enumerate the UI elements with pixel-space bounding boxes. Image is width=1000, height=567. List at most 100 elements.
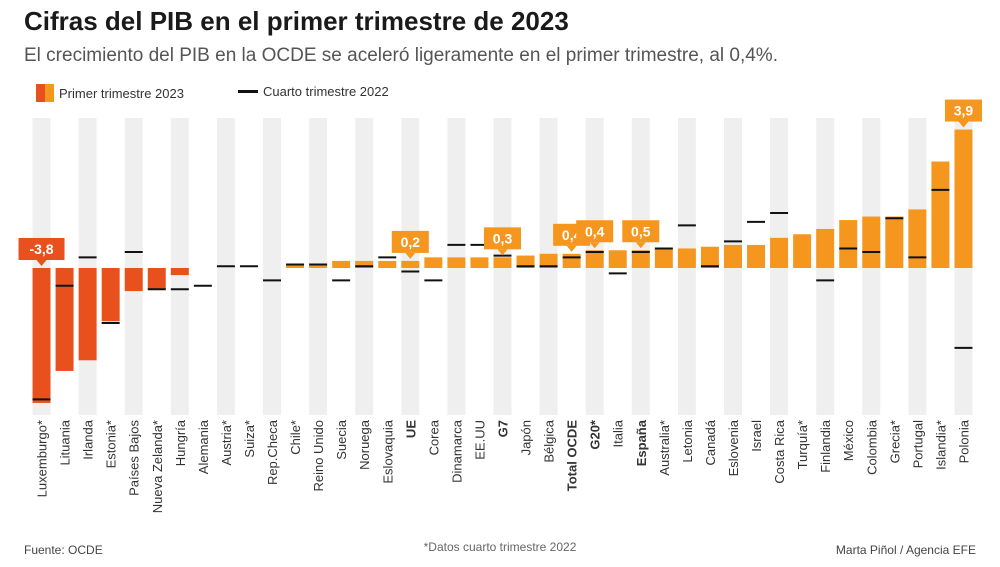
bar-australia xyxy=(654,248,673,268)
category-label-finlandia: Finlandia xyxy=(818,419,833,473)
callout-box-ue xyxy=(391,230,429,253)
bar-canada xyxy=(700,246,719,268)
callout-pointer-ue xyxy=(405,252,416,259)
bar-grecia xyxy=(885,216,904,268)
callout-box-polonia xyxy=(944,99,982,122)
category-label-hungria: Hungría xyxy=(173,419,188,466)
bar-mexico xyxy=(839,220,858,268)
legend-item-q4-2022: Cuarto trimestre 2022 xyxy=(238,84,389,99)
callout-box-luxemburgo xyxy=(18,238,65,260)
legend-item-q1-2023: Primer trimestre 2023 xyxy=(36,84,184,102)
value-callouts: -3,8 0,2 0,3 0,4 0,4 0,53,9 xyxy=(18,99,982,266)
category-label-islandia: Islandia* xyxy=(933,420,948,470)
chart-subtitle: El crecimiento del PIB en la OCDE se ace… xyxy=(24,45,778,66)
callout-pointer-g20 xyxy=(589,242,600,249)
category-label-belgica: Bélgica xyxy=(542,419,557,462)
callout-pointer-total-ocde xyxy=(566,245,577,252)
category-label-austria: Austria* xyxy=(219,420,234,466)
source-note: Fuente: OCDE xyxy=(24,543,103,557)
category-label-espana: España xyxy=(634,419,649,466)
legend-swatch-bar xyxy=(36,84,54,102)
category-label-colombia: Colombia xyxy=(864,419,879,475)
category-label-letonia: Letonia xyxy=(680,419,695,462)
category-label-costa-rica: Costa Rica xyxy=(772,419,787,483)
category-label-portugal: Portugal xyxy=(910,420,925,469)
category-label-noruega: Noruega xyxy=(357,419,372,470)
category-label-mexico: México xyxy=(841,420,856,461)
callout-label-g20: 0,4 xyxy=(585,223,605,239)
bar-g7 xyxy=(493,257,512,268)
category-label-nueva-zelanda: Nueva Zelanda* xyxy=(150,420,165,513)
chart-title: Cifras del PIB en el primer trimestre de… xyxy=(24,6,569,36)
bar-g20 xyxy=(585,250,604,268)
category-label-ee-uu: EE.UU xyxy=(472,420,487,460)
bar-belgica xyxy=(539,253,558,268)
bar-islandia xyxy=(931,161,950,268)
credit-note: Marta Piñol / Agencia EFE xyxy=(835,543,976,557)
bar-costa-rica xyxy=(770,237,789,268)
callout-box-g7 xyxy=(484,227,521,250)
callout-pointer-espana xyxy=(635,242,646,249)
category-label-g7: G7 xyxy=(496,420,511,437)
callout-box-g20 xyxy=(576,220,614,243)
callout-pointer-g7 xyxy=(497,249,508,256)
bar-suecia xyxy=(332,260,351,268)
category-label-g20: G20* xyxy=(588,419,603,450)
bar-chile xyxy=(286,264,305,268)
callout-label-polonia: 3,9 xyxy=(954,103,974,119)
bar-espana xyxy=(631,250,650,268)
category-label-paises-bajos: Países Bajos xyxy=(127,420,142,496)
category-label-eslovenia: Eslovenia xyxy=(726,419,741,476)
bar-nueva-zelanda xyxy=(147,268,166,290)
bar-paises-bajos xyxy=(124,268,143,292)
legend-label-q1: Primer trimestre 2023 xyxy=(59,85,184,101)
category-label-eslovaquia: Eslovaquia xyxy=(380,419,395,483)
legend-label-q4: Cuarto trimestre 2022 xyxy=(263,84,389,99)
bar-eslovaquia xyxy=(378,260,397,268)
category-label-chile: Chile* xyxy=(288,420,303,455)
bar-ue xyxy=(401,260,420,268)
bar-dinamarca xyxy=(447,257,466,268)
bar-italia xyxy=(608,250,627,268)
callout-label-ue: 0,2 xyxy=(401,234,421,250)
category-label-grecia: Grecia* xyxy=(887,420,902,463)
bar-luxemburgo xyxy=(32,268,51,403)
bar-total-ocde xyxy=(562,253,581,268)
category-label-rep-checa: Rep.Checa xyxy=(265,419,280,485)
callout-pointer-polonia xyxy=(958,121,969,128)
bar-noruega xyxy=(355,260,374,268)
category-label-dinamarca: Dinamarca xyxy=(449,419,464,483)
category-label-irlanda: Irlanda xyxy=(81,419,96,460)
callout-label-luxemburgo: -3,8 xyxy=(29,241,53,257)
markers-q4-2022 xyxy=(32,188,973,401)
category-label-alemania: Alemania xyxy=(196,419,211,474)
category-label-japon: Japón xyxy=(519,420,534,455)
bar-letonia xyxy=(677,248,696,268)
category-label-polonia: Polonia xyxy=(956,419,971,463)
bar-reino-unido xyxy=(309,264,328,268)
column-bg-irlanda xyxy=(78,118,97,415)
footnote: *Datos cuarto trimestre 2022 xyxy=(423,540,577,554)
bar-polonia xyxy=(954,129,973,268)
bar-hungria xyxy=(170,268,189,276)
bar-irlanda xyxy=(78,268,97,361)
category-label-israel: Israel xyxy=(749,420,764,452)
column-bg-rep-checa xyxy=(263,118,282,415)
category-label-australia: Australia* xyxy=(657,420,672,476)
category-label-suecia: Suecia xyxy=(334,419,349,460)
callout-label-g7: 0,3 xyxy=(493,230,513,246)
bars-q1-2023 xyxy=(32,129,973,403)
bar-finlandia xyxy=(816,228,835,268)
bar-corea xyxy=(424,257,443,268)
category-labels: Luxemburgo* Lituania Irlanda Estonia* Países… xyxy=(35,419,972,513)
callout-pointer-luxemburgo xyxy=(36,260,47,266)
bar-israel xyxy=(747,244,766,268)
bar-eslovenia xyxy=(723,244,742,268)
bar-portugal xyxy=(908,209,927,268)
category-label-corea: Corea xyxy=(426,419,441,455)
category-label-lituania: Lituania xyxy=(58,419,73,465)
category-label-estonia: Estonia* xyxy=(104,420,119,468)
bar-japon xyxy=(516,255,535,268)
category-label-turquia: Turquía* xyxy=(795,420,810,469)
